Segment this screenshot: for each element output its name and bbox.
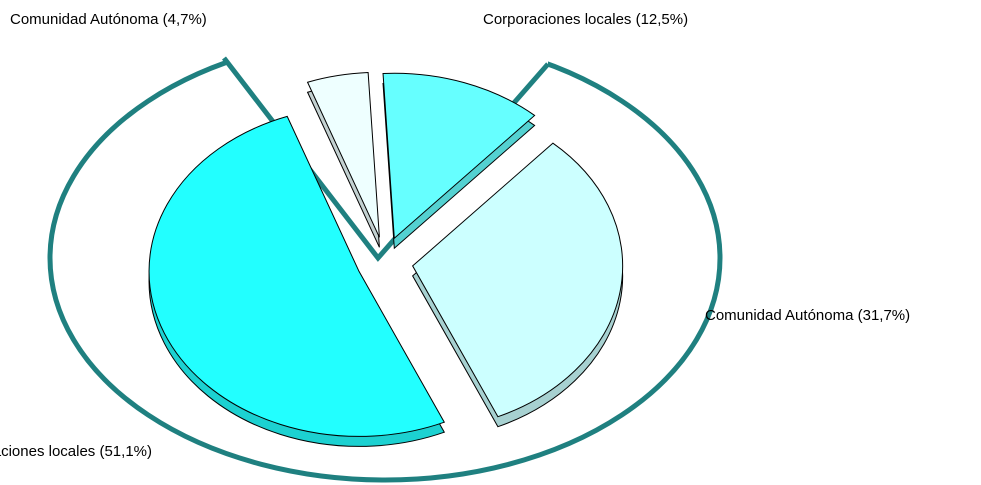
slice bbox=[382, 72, 536, 240]
slice-label: Corporaciones locales (51,1%) bbox=[0, 443, 152, 460]
slice-label: Corporaciones locales (12,5%) bbox=[483, 11, 688, 28]
slice bbox=[412, 142, 624, 418]
slice-label: Comunidad Autónoma (31,7%) bbox=[705, 307, 910, 324]
slice-label: Comunidad Autónoma (4,7%) bbox=[10, 11, 207, 28]
slice bbox=[306, 72, 380, 238]
slice bbox=[148, 115, 446, 437]
